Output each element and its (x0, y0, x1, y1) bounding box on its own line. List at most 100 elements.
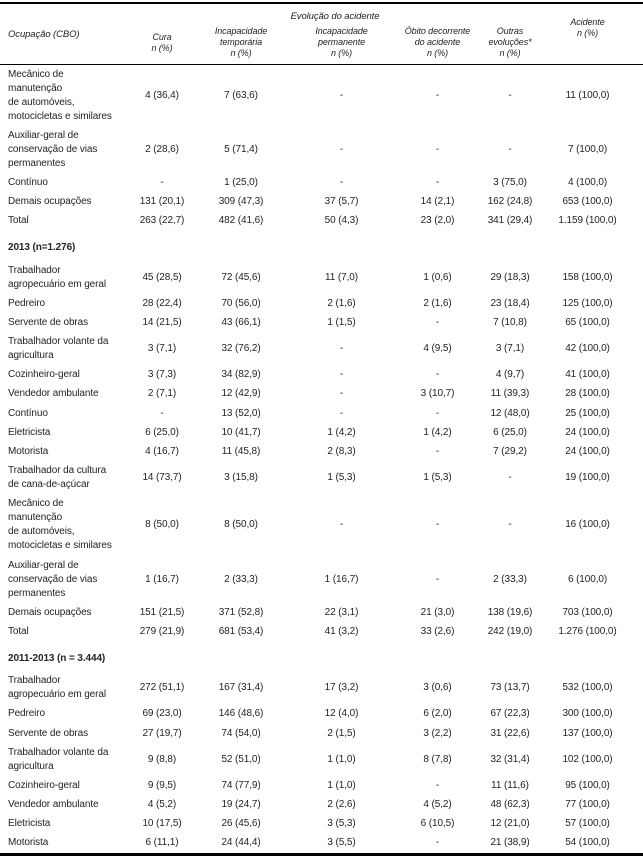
table-row: Mecânico de manutenção de automóveis, mo… (0, 65, 643, 127)
table-body: Mecânico de manutenção de automóveis, mo… (0, 65, 643, 855)
value-cell-obito: - (435, 317, 440, 329)
value-cell-cura: 1 (16,7) (145, 573, 179, 585)
column-header-row: Cura n (%) Incapacidade temporária n (%)… (0, 24, 643, 65)
col-header-outras-evolucoes: Outras evoluções* n (%) (475, 24, 545, 65)
table-row: Trabalhador da cultura de cana-de-açúcar… (0, 461, 643, 494)
value-cell-obito: - (435, 779, 440, 791)
value-cell-obito: - (435, 89, 440, 101)
table-row: Trabalhador agropecuário em geral 45 (28… (0, 261, 643, 294)
table-row: Vendedor ambulante 2 (7,1) 12 (42,9) - 3… (0, 385, 643, 404)
occupation-cell: Eletricista (8, 426, 51, 438)
value-cell-acidente: 703 (100,0) (562, 606, 613, 618)
value-cell-incapacidade-permanente: 3 (5,5) (327, 837, 356, 849)
occupation-cell: Demais ocupações (8, 196, 92, 208)
value-cell-obito: 6 (2,0) (423, 708, 452, 720)
occupation-cell: Servente de obras (8, 317, 89, 329)
value-cell-cura: 9 (8,8) (147, 753, 177, 765)
value-cell-outras-evolucoes: 341 (29,4) (487, 215, 533, 227)
value-cell-obito: 1 (4,2) (423, 426, 452, 438)
table-row: Cozinheiro-geral 9 (9,5) 74 (77,9) 1 (1,… (0, 776, 643, 795)
value-cell-cura: 3 (7,3) (147, 369, 177, 381)
value-cell-incapacidade-temporaria: 681 (53,4) (218, 625, 264, 637)
occupation-cell: Servente de obras (8, 727, 89, 739)
value-cell-acidente: 11 (100,0) (565, 89, 610, 101)
value-cell-obito: - (435, 573, 440, 585)
occupation-cell: Pedreiro (8, 708, 45, 720)
value-cell-outras-evolucoes: 7 (10,8) (493, 317, 527, 329)
value-cell-acidente: 1.159 (100,0) (558, 215, 617, 227)
group-header-row: Ocupação (CBO) Evolução do acidente Acid… (0, 3, 643, 65)
table-row: Contínuo - 13 (52,0) - - 12 (48,0) 25 (1… (0, 404, 643, 423)
value-cell-incapacidade-permanente: - (339, 407, 344, 419)
value-cell-incapacidade-temporaria: 11 (45,8) (221, 445, 261, 457)
value-cell-obito: 4 (9,5) (423, 343, 452, 355)
value-cell-incapacidade-permanente: - (339, 177, 344, 189)
value-cell-outras-evolucoes: 12 (48,0) (490, 407, 530, 419)
value-cell-cura: 151 (21,5) (139, 606, 185, 618)
value-cell-cura: 27 (19,7) (142, 727, 182, 739)
occupation-cell: Motorista (8, 837, 49, 849)
value-cell-incapacidade-temporaria: 26 (45,6) (221, 818, 261, 830)
value-cell-outras-evolucoes: 138 (19,6) (487, 606, 533, 618)
value-cell-cura: 4 (36,4) (145, 89, 179, 101)
section-header-label: 2013 (n=1.276) (8, 242, 76, 254)
occupation-cell: Vendedor ambulante (8, 798, 99, 810)
value-cell-outras-evolucoes: 21 (38,9) (490, 837, 530, 849)
value-cell-cura: - (160, 407, 164, 419)
value-cell-incapacidade-permanente: 2 (1,6) (327, 297, 356, 309)
value-cell-outras-evolucoes: 67 (22,3) (490, 708, 530, 720)
col-header-acidente: Acidente n (%) (545, 3, 643, 65)
col-header-cura: Cura n (%) (125, 24, 199, 65)
occupation-cell: Vendedor ambulante (8, 388, 99, 400)
value-cell-incapacidade-permanente: 1 (1,5) (327, 317, 356, 329)
value-cell-cura: 279 (21,9) (139, 625, 185, 637)
value-cell-incapacidade-permanente: 37 (5,7) (324, 196, 359, 208)
value-cell-incapacidade-temporaria: 74 (77,9) (221, 779, 261, 791)
value-cell-incapacidade-permanente: 2 (8,3) (327, 445, 356, 457)
occupation-cell: Total (8, 215, 29, 227)
occupation-cell: Contínuo (8, 177, 48, 189)
value-cell-incapacidade-permanente: - (339, 519, 344, 531)
value-cell-acidente: 7 (100,0) (567, 144, 608, 156)
value-cell-cura: 3 (7,1) (147, 343, 177, 355)
value-cell-outras-evolucoes: 32 (31,4) (490, 753, 530, 765)
value-cell-obito: - (435, 837, 440, 849)
value-cell-acidente: 24 (100,0) (565, 426, 610, 438)
value-cell-incapacidade-permanente: 3 (5,3) (327, 818, 356, 830)
occupation-cell: Trabalhador volante da agricultura (8, 746, 109, 772)
value-cell-outras-evolucoes: - (508, 89, 512, 101)
value-cell-cura: 45 (28,5) (142, 271, 182, 283)
value-cell-incapacidade-temporaria: 167 (31,4) (218, 682, 264, 694)
value-cell-cura: 9 (9,5) (147, 779, 177, 791)
value-cell-cura: 69 (23,0) (142, 708, 182, 720)
value-cell-acidente: 25 (100,0) (565, 407, 610, 419)
col-header-incapacidade-permanente: Incapacidade permanente n (%) (283, 24, 400, 65)
occupation-cell: Auxiliar-geral de conservação de vias pe… (8, 559, 98, 599)
table-row: Demais ocupações 131 (20,1) 309 (47,3) 3… (0, 193, 643, 212)
value-cell-incapacidade-permanente: 1 (1,0) (327, 753, 356, 765)
table-row: Demais ocupações 151 (21,5) 371 (52,8) 2… (0, 603, 643, 622)
table-row: Servente de obras 14 (21,5) 43 (66,1) 1 … (0, 314, 643, 333)
value-cell-acidente: 102 (100,0) (562, 753, 613, 765)
group-header-label: Evolução do acidente (290, 10, 380, 22)
value-cell-incapacidade-temporaria: 13 (52,0) (221, 407, 261, 419)
value-cell-outras-evolucoes: 3 (7,1) (495, 343, 525, 355)
value-cell-acidente: 125 (100,0) (562, 297, 613, 309)
value-cell-cura: 10 (17,5) (142, 818, 182, 830)
value-cell-acidente: 4 (100,0) (567, 177, 608, 189)
value-cell-cura: 28 (22,4) (142, 297, 182, 309)
value-cell-acidente: 57 (100,0) (565, 818, 610, 830)
value-cell-cura: 4 (5,2) (147, 798, 177, 810)
value-cell-incapacidade-temporaria: 24 (44,4) (221, 837, 261, 849)
occupation-cell: Contínuo (8, 407, 48, 419)
value-cell-incapacidade-temporaria: 482 (41,6) (218, 215, 264, 227)
section-header-label: 2011-2013 (n = 3.444) (8, 652, 106, 664)
value-cell-incapacidade-temporaria: 74 (54,0) (221, 727, 261, 739)
value-cell-cura: 6 (11,1) (145, 837, 179, 849)
value-cell-acidente: 77 (100,0) (565, 798, 610, 810)
table-row: Servente de obras 27 (19,7) 74 (54,0) 2 … (0, 724, 643, 743)
col-header-incapacidade-temporaria: Incapacidade temporária n (%) (199, 24, 283, 65)
occupation-cell: Cozinheiro-geral (8, 779, 80, 791)
table-row: Motorista 4 (16,7) 11 (45,8) 2 (8,3) - 7… (0, 442, 643, 461)
